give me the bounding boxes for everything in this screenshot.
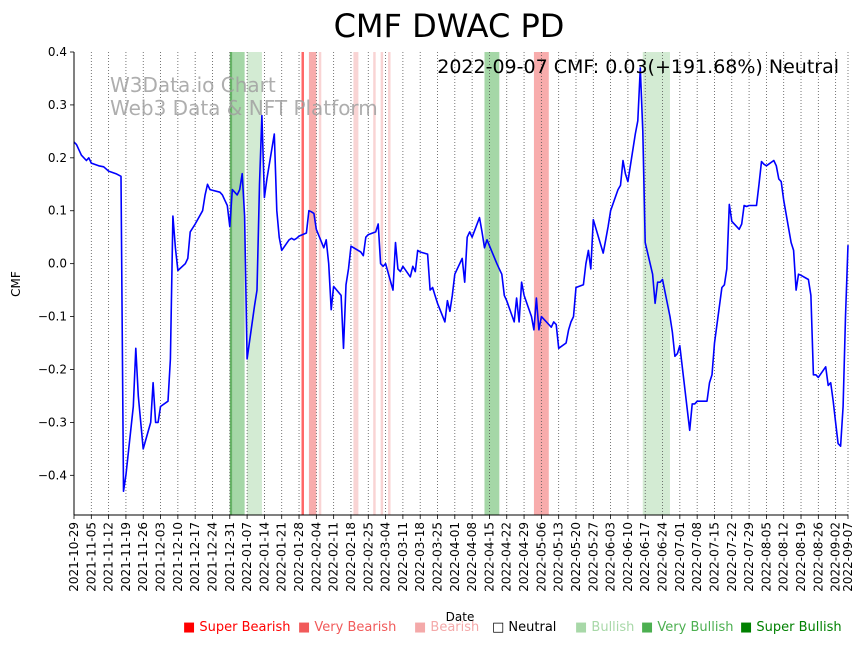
x-tick-label: 2021-11-12	[102, 522, 116, 592]
x-axis-label: Date	[446, 610, 475, 624]
band-very-bullish	[484, 52, 500, 515]
x-tick-label: 2022-04-15	[482, 522, 496, 592]
cmf-line	[73, 67, 849, 493]
x-tick-label: 2021-12-10	[171, 522, 185, 592]
y-tick-label: −0.2	[38, 362, 67, 376]
band-super-bearish	[301, 52, 304, 515]
x-tick-label: 2022-08-05	[759, 522, 773, 592]
x-tick-label: 2022-02-11	[327, 522, 341, 592]
x-tick-label: 2021-11-19	[119, 522, 133, 592]
x-tick-label: 2022-09-07	[841, 522, 855, 592]
x-tick-label: 2022-01-14	[257, 522, 271, 592]
legend-bullish: ■ Bullish	[575, 620, 635, 635]
x-tick-label: 2022-07-29	[742, 522, 756, 592]
x-tick-label: 2022-07-01	[673, 522, 687, 592]
axes	[73, 52, 848, 516]
y-tick-label: −0.3	[38, 415, 67, 429]
x-tick-label: 2022-02-25	[361, 522, 375, 592]
band-bearish	[373, 52, 376, 515]
band-bearish	[318, 52, 322, 515]
x-tick-label: 2022-01-07	[240, 522, 254, 592]
y-tick-label: −0.4	[38, 468, 67, 482]
legend-very-bullish: ■ Very Bullish	[641, 620, 734, 635]
band-bearish	[353, 52, 359, 515]
y-tick-label: 0.4	[48, 45, 67, 59]
y-tick-label: 0.1	[48, 204, 67, 218]
vertical-gridlines	[73, 52, 849, 515]
x-tick-label: 2022-04-01	[448, 522, 462, 592]
x-tick-label: 2022-07-08	[690, 522, 704, 592]
x-tick-label: 2021-11-05	[84, 522, 98, 592]
x-ticks: 2021-10-29 2021-11-05 2021-11-12 2021-11-19…	[67, 515, 855, 592]
latest-value-annotation: 2022-09-07 CMF: 0.03(+191.68%) Neutral	[437, 56, 839, 78]
chart-title: CMF DWAC PD	[334, 7, 565, 45]
band-bearish	[388, 52, 391, 515]
band-bearish	[380, 52, 384, 515]
x-tick-label: 2022-02-04	[309, 522, 323, 592]
cmf-series	[73, 67, 849, 493]
band-super-bullish	[229, 52, 233, 515]
legend-bearish: ■ Bearish	[414, 620, 480, 635]
x-tick-label: 2022-07-15	[707, 522, 721, 592]
signal-bands	[229, 52, 670, 515]
x-tick-label: 2022-01-28	[292, 522, 306, 592]
x-tick-label: 2022-08-12	[777, 522, 791, 592]
x-tick-label: 2021-12-24	[205, 522, 219, 592]
legend-super-bearish: ■ Super Bearish	[183, 620, 291, 635]
band-very-bearish	[308, 52, 317, 515]
x-tick-label: 2022-06-17	[638, 522, 652, 592]
x-tick-label: 2021-12-17	[188, 522, 202, 592]
x-tick-label: 2022-06-24	[656, 522, 670, 592]
x-tick-label: 2022-04-29	[517, 522, 531, 592]
band-very-bullish	[232, 52, 245, 515]
y-tick-label: 0.3	[48, 98, 67, 112]
legend-very-bearish: ■ Very Bearish	[298, 620, 397, 635]
x-tick-label: 2022-06-10	[621, 522, 635, 592]
y-tick-label: 0.0	[48, 257, 67, 271]
x-tick-label: 2021-12-03	[154, 522, 168, 592]
legend-super-bullish: ■ Super Bullish	[740, 620, 842, 635]
x-tick-label: 2022-08-19	[794, 522, 808, 592]
watermark-line-1: W3Data.io Chart	[110, 73, 276, 97]
x-tick-label: 2021-11-26	[136, 522, 150, 592]
x-tick-label: 2022-03-18	[413, 522, 427, 592]
x-tick-label: 2022-01-21	[275, 522, 289, 592]
x-tick-label: 2022-09-02	[829, 522, 843, 592]
x-tick-label: 2022-03-25	[431, 522, 445, 592]
x-tick-label: 2022-07-22	[725, 522, 739, 592]
x-tick-label: 2022-03-04	[379, 522, 393, 592]
y-axis-label: CMF	[9, 271, 23, 297]
x-tick-label: 2022-05-20	[569, 522, 583, 592]
x-tick-label: 2022-05-06	[534, 522, 548, 592]
x-tick-label: 2022-08-26	[811, 522, 825, 592]
x-tick-label: 2022-05-13	[552, 522, 566, 592]
x-tick-label: 2022-02-18	[344, 522, 358, 592]
x-tick-label: 2022-04-22	[500, 522, 514, 592]
x-tick-label: 2022-03-11	[396, 522, 410, 592]
y-tick-label: 0.2	[48, 151, 67, 165]
legend-neutral: □ Neutral	[492, 620, 557, 635]
x-tick-label: 2022-05-27	[586, 522, 600, 592]
watermark-line-2: Web3 Data & NFT Platform	[110, 96, 378, 120]
y-tick-label: −0.1	[38, 310, 67, 324]
x-tick-label: 2022-06-03	[604, 522, 618, 592]
band-bullish	[247, 52, 262, 515]
x-tick-label: 2022-04-08	[465, 522, 479, 592]
signal-legend: ■ Super Bearish ■ Very Bearish ■ Bearish □ …	[0, 620, 867, 640]
x-tick-label: 2021-10-29	[67, 522, 81, 592]
band-bullish	[642, 52, 670, 515]
x-tick-label: 2021-12-31	[223, 522, 237, 592]
y-ticks: −0.4 −0.3 −0.2 −0.1 0.0 0.1 0.2 0.3 0.4	[38, 45, 74, 482]
